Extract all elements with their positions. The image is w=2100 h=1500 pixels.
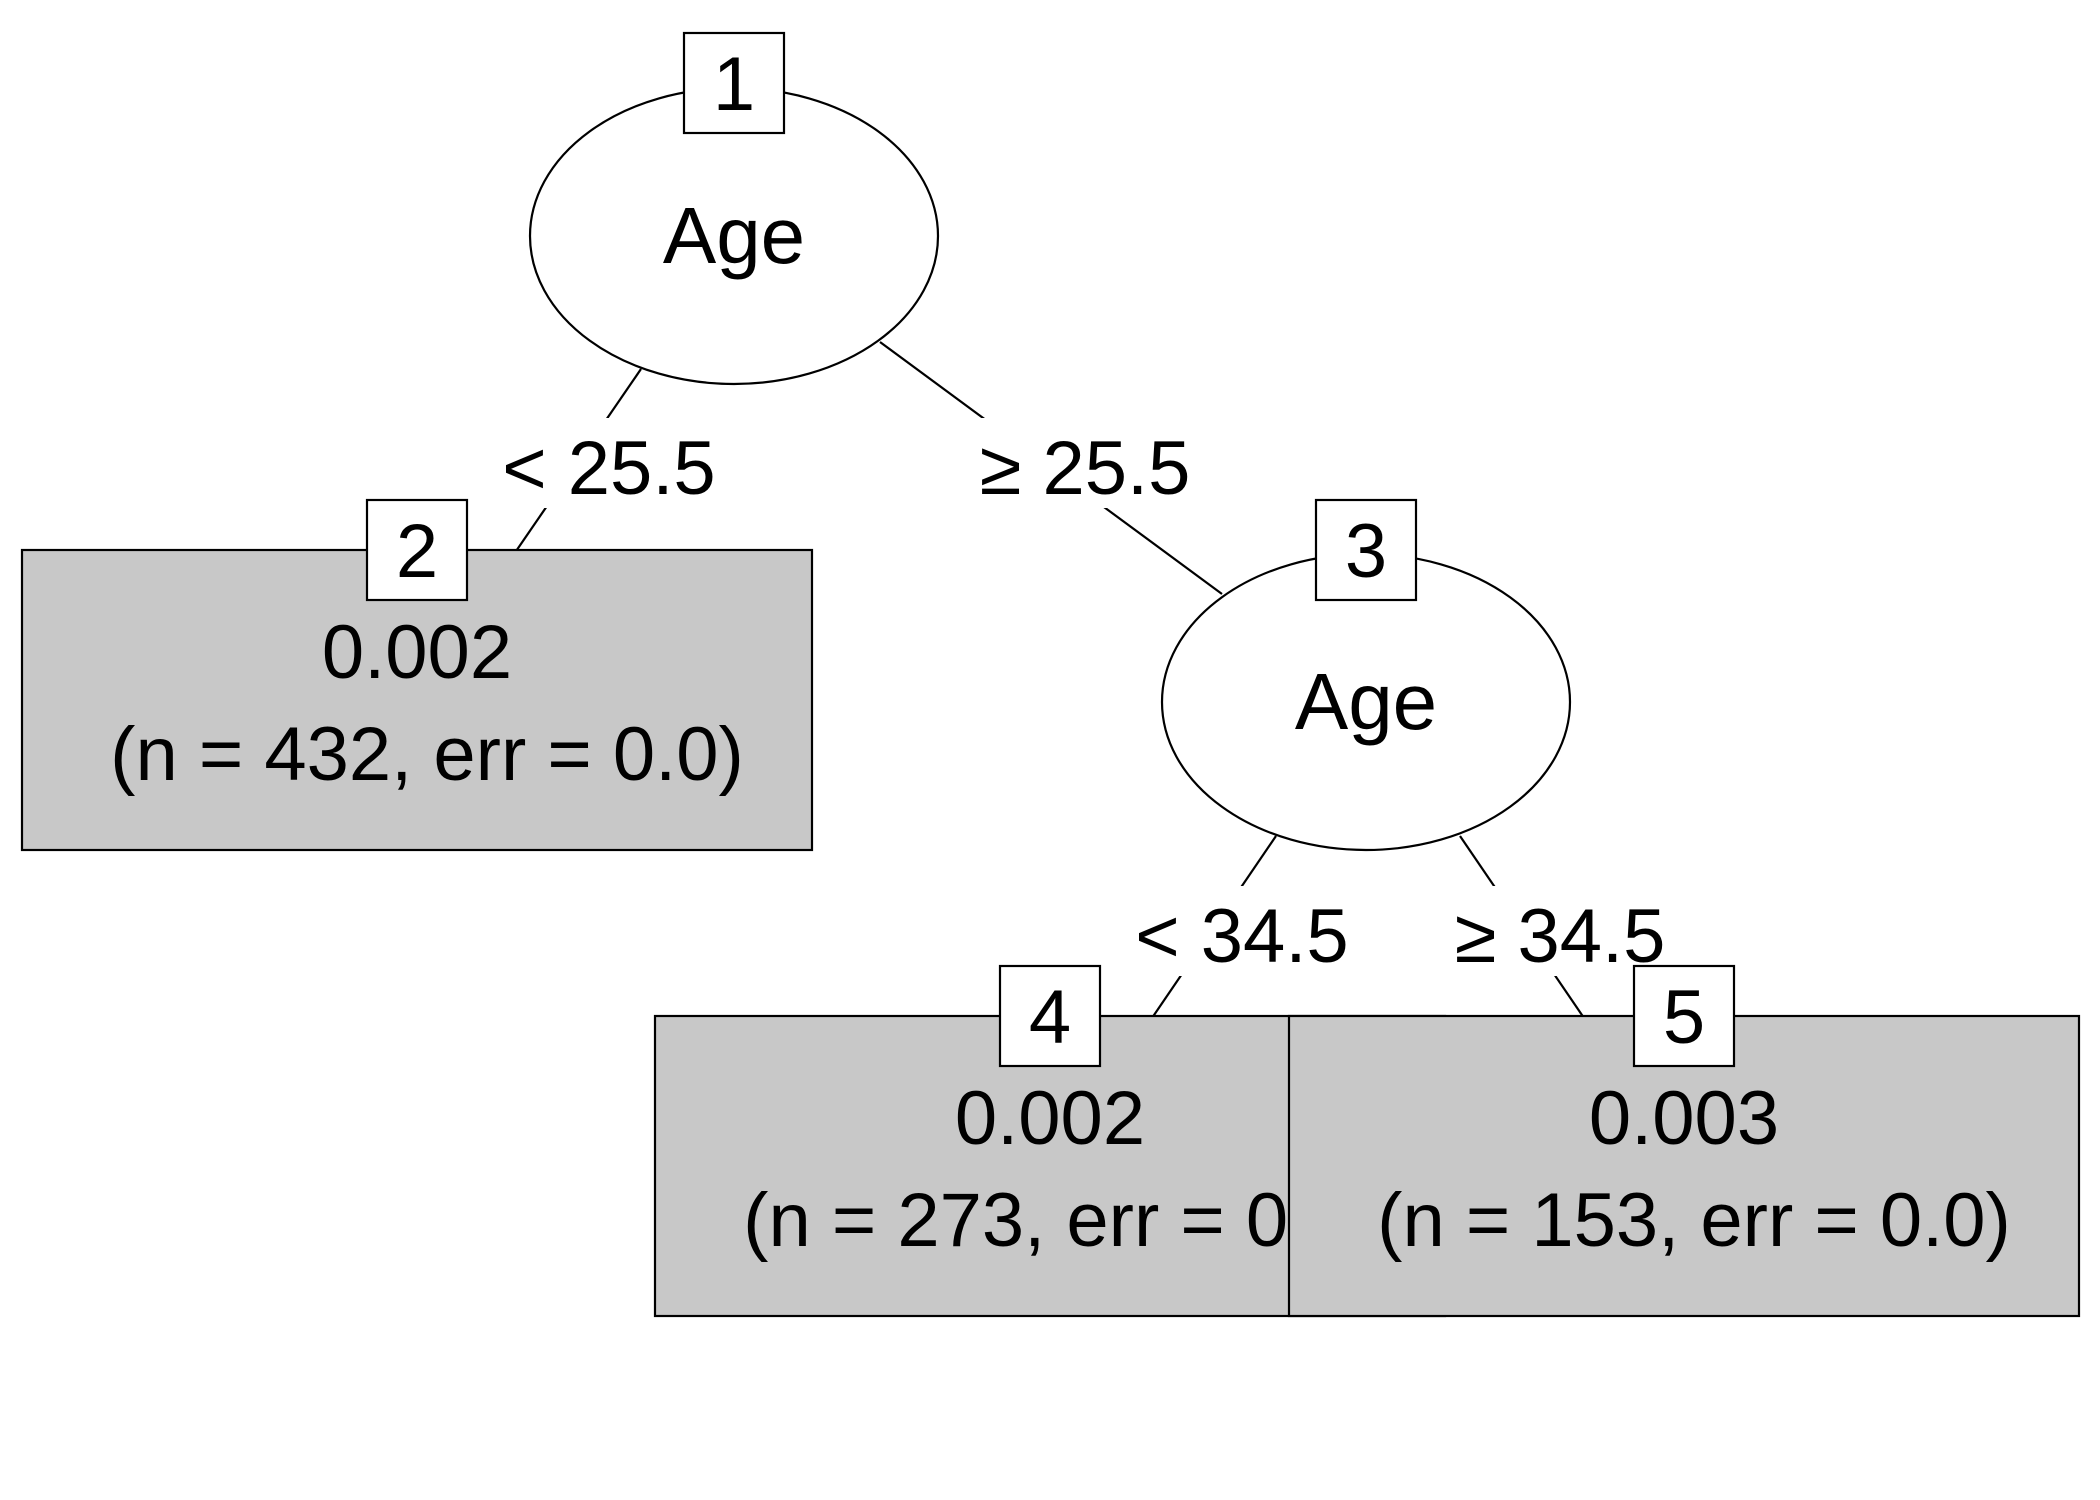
node-1: Age 1: [528, 31, 940, 386]
node-4-prediction: 0.002: [955, 1076, 1145, 1161]
edge-label-bg-1-2: [484, 418, 736, 508]
edge-label-bg-1-3: [960, 418, 1212, 508]
edge-label-3-5: ≥ 34.5: [1455, 894, 1666, 979]
node-2-id: 2: [396, 509, 438, 594]
node-3: Age 3: [1160, 498, 1572, 852]
node-1-id: 1: [713, 42, 755, 127]
node-1-id-box: [682, 31, 786, 135]
node-5-summary: (n = 153, err = 0.0): [1377, 1178, 2011, 1263]
node-2: 2 0.002 (n = 432, err = 0.0): [20, 498, 814, 852]
node-5-prediction: 0.003: [1589, 1076, 1779, 1161]
node-4-id-box: [998, 964, 1102, 1068]
node-1-variable: Age: [663, 191, 805, 280]
node-2-prediction: 0.002: [322, 610, 512, 695]
node-3-id-box: [1314, 498, 1418, 602]
edge-label-1-2: < 25.5: [502, 426, 715, 511]
node-3-id: 3: [1345, 509, 1387, 594]
node-5: 5 0.003 (n = 153, err = 0.0): [1287, 964, 2081, 1318]
node-2-summary: (n = 432, err = 0.0): [110, 712, 744, 797]
node-3-variable: Age: [1295, 657, 1437, 746]
edge-label-3-4: < 34.5: [1135, 894, 1348, 979]
edge-label-bg-3-5: [1436, 886, 1688, 976]
node-2-id-box: [365, 498, 469, 602]
node-5-id-box: [1632, 964, 1736, 1068]
node-4-summary: (n = 273, err = 0.0): [743, 1178, 1377, 1263]
node-5-id: 5: [1663, 975, 1705, 1060]
edge-label-1-3: ≥ 25.5: [980, 426, 1191, 511]
edge-label-bg-3-4: [1116, 886, 1368, 976]
node-4-id: 4: [1029, 975, 1071, 1060]
